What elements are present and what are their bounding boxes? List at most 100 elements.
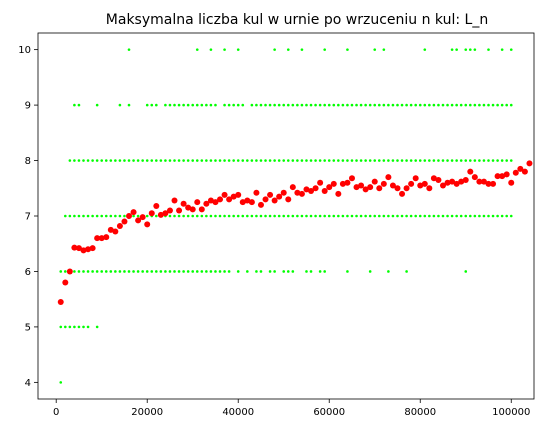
observation-point (182, 103, 185, 107)
observation-point (218, 159, 222, 162)
observation-point (355, 159, 358, 162)
mean-point (348, 175, 355, 182)
observation-point (73, 159, 76, 162)
mean-point (226, 196, 233, 203)
observation-point (95, 159, 99, 162)
observation-point (205, 214, 208, 218)
observation-point (405, 270, 408, 273)
observation-point (377, 214, 381, 218)
observation-point (255, 214, 258, 218)
observation-point (305, 270, 308, 273)
observation-point (145, 103, 149, 107)
plot-frame (37, 32, 535, 400)
observation-point (91, 214, 94, 218)
observation-point (459, 214, 463, 218)
observation-point (450, 48, 454, 51)
mean-point (480, 178, 487, 185)
observation-point (437, 103, 440, 107)
observation-point (123, 270, 126, 273)
observation-point (491, 103, 495, 107)
observation-point (164, 103, 167, 107)
observation-point (173, 103, 176, 107)
observation-point (114, 159, 117, 162)
observation-point (428, 103, 431, 107)
observation-point (437, 159, 440, 162)
mean-point (435, 176, 442, 183)
observation-point (441, 159, 445, 162)
x-tick-label: 80000 (404, 407, 436, 418)
mean-point (276, 193, 283, 200)
mean-point (85, 246, 92, 253)
mean-point (185, 204, 192, 211)
mean-point (462, 176, 469, 183)
observation-point (491, 214, 495, 218)
observation-point (195, 103, 199, 107)
observation-point (368, 214, 372, 218)
observation-point (491, 159, 495, 162)
x-tick-label: 0 (53, 407, 59, 418)
mean-point (326, 184, 333, 191)
mean-point (508, 179, 515, 186)
observation-point (255, 103, 258, 107)
observation-point (191, 159, 195, 162)
observation-point (418, 103, 422, 107)
mean-point (444, 179, 451, 186)
observation-point (268, 214, 272, 218)
observation-point (405, 214, 408, 218)
observation-point (241, 103, 245, 107)
observation-point (405, 103, 408, 107)
observation-point (323, 103, 326, 107)
observation-point (382, 214, 386, 218)
observation-point (387, 103, 390, 107)
mean-point (135, 217, 142, 224)
observation-point (127, 48, 131, 51)
y-axis: 4 5 6 7 8 9 10 (18, 45, 38, 389)
mean-point (126, 213, 133, 219)
observation-point (346, 103, 349, 107)
mean-point (267, 191, 274, 198)
observation-point (127, 270, 131, 273)
observation-point (455, 159, 458, 162)
observation-point (168, 159, 172, 162)
observation-point (509, 103, 513, 107)
mean-point (103, 234, 110, 241)
observation-point (136, 159, 140, 162)
observation-point (487, 103, 490, 107)
observation-point (309, 270, 313, 273)
observation-point (246, 214, 249, 218)
observation-point (282, 103, 286, 107)
mean-point (439, 182, 446, 189)
observation-point (209, 270, 213, 273)
mean-point (71, 244, 78, 251)
observation-point (337, 214, 340, 218)
observation-point (405, 159, 408, 162)
observation-point (359, 103, 363, 107)
observation-point (400, 159, 404, 162)
observation-point (214, 214, 217, 218)
observation-point (323, 159, 326, 162)
mean-point (371, 178, 378, 185)
mean-point (257, 201, 264, 208)
observation-point (382, 48, 386, 51)
observation-point (473, 103, 477, 107)
observation-point (82, 325, 85, 329)
mean-point (312, 185, 319, 192)
mean-point (271, 197, 278, 204)
observation-point (145, 270, 149, 273)
mean-point (358, 182, 365, 189)
observation-point (168, 270, 172, 273)
observation-point (478, 214, 481, 218)
observation-point (364, 214, 367, 218)
observation-point (250, 103, 254, 107)
observation-point (346, 48, 349, 51)
observation-point (155, 103, 158, 107)
observation-point (409, 159, 413, 162)
observation-point (209, 214, 213, 218)
observation-point (82, 159, 85, 162)
observation-point (91, 270, 94, 273)
observation-point (155, 214, 158, 218)
observation-point (132, 214, 135, 218)
observation-point (509, 48, 513, 51)
observation-point (286, 159, 290, 162)
observation-point (91, 159, 94, 162)
